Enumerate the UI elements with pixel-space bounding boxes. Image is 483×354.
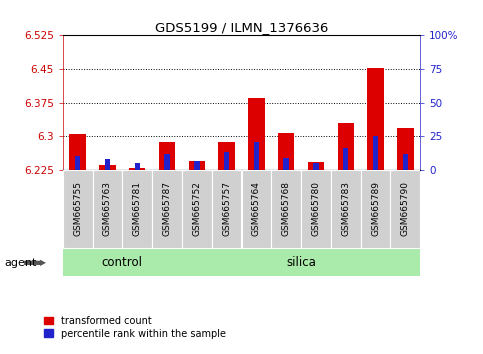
Bar: [152, 170, 182, 248]
Bar: [271, 170, 301, 248]
Bar: [248, 98, 265, 170]
Title: GDS5199 / ILMN_1376636: GDS5199 / ILMN_1376636: [155, 21, 328, 34]
Bar: [212, 170, 242, 248]
Bar: [159, 142, 175, 170]
Bar: [135, 163, 140, 170]
Bar: [301, 170, 331, 248]
Bar: [390, 170, 420, 248]
Bar: [93, 170, 122, 248]
Bar: [122, 170, 152, 248]
Bar: [70, 134, 86, 170]
Text: GSM665781: GSM665781: [133, 181, 142, 236]
Bar: [278, 133, 294, 170]
Bar: [338, 123, 354, 170]
Text: GSM665790: GSM665790: [401, 181, 410, 236]
Bar: [368, 68, 384, 170]
Bar: [189, 161, 205, 170]
Bar: [99, 165, 115, 170]
Bar: [254, 142, 259, 170]
Bar: [218, 142, 235, 170]
Bar: [182, 170, 212, 248]
Legend: transformed count, percentile rank within the sample: transformed count, percentile rank withi…: [43, 316, 226, 338]
Bar: [63, 249, 182, 276]
Bar: [75, 156, 80, 170]
Bar: [308, 162, 324, 170]
Text: GSM665787: GSM665787: [163, 181, 171, 236]
Bar: [182, 249, 420, 276]
Text: GSM665768: GSM665768: [282, 181, 291, 236]
Text: control: control: [102, 256, 143, 269]
Text: GSM665757: GSM665757: [222, 181, 231, 236]
Bar: [164, 154, 170, 170]
Bar: [361, 170, 390, 248]
Bar: [313, 163, 319, 170]
Text: GSM665755: GSM665755: [73, 181, 82, 236]
Text: agent: agent: [5, 258, 37, 268]
Bar: [343, 148, 348, 170]
Bar: [105, 159, 110, 170]
Text: GSM665783: GSM665783: [341, 181, 350, 236]
Bar: [63, 170, 93, 248]
Text: silica: silica: [286, 256, 316, 269]
Bar: [194, 160, 199, 170]
Bar: [129, 168, 145, 170]
Bar: [403, 154, 408, 170]
Bar: [242, 170, 271, 248]
Bar: [284, 158, 289, 170]
Text: GSM665764: GSM665764: [252, 181, 261, 236]
Text: GSM665780: GSM665780: [312, 181, 320, 236]
Text: GSM665763: GSM665763: [103, 181, 112, 236]
Text: GSM665789: GSM665789: [371, 181, 380, 236]
Text: GSM665752: GSM665752: [192, 181, 201, 236]
Bar: [373, 136, 378, 170]
Bar: [331, 170, 361, 248]
Bar: [224, 153, 229, 170]
Bar: [397, 128, 413, 170]
